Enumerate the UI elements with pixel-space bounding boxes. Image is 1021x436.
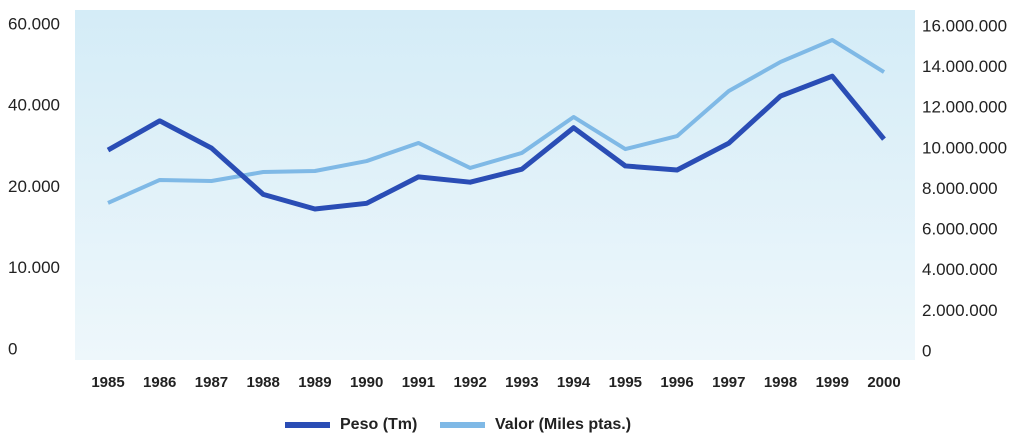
x-tick-label: 1985 [91, 374, 124, 391]
y2-tick-label: 4.000.000 [922, 260, 998, 279]
y-tick-label: 20.000 [8, 177, 60, 196]
x-tick-label: 1986 [143, 374, 176, 391]
x-tick-label: 1996 [660, 374, 693, 391]
series-line [107, 38, 886, 205]
x-tick-label: 1989 [298, 374, 331, 391]
x-tick-label: 1992 [453, 374, 486, 391]
y-tick-label: 60.000 [8, 14, 60, 33]
x-tick-label: 1999 [816, 374, 849, 391]
x-tick-label: 1995 [609, 374, 642, 391]
x-tick-label: 1993 [505, 374, 538, 391]
x-tick-label: 1990 [350, 374, 383, 391]
y2-tick-label: 14.000.000 [922, 57, 1007, 76]
y2-tick-label: 0 [922, 341, 931, 360]
y2-tick-label: 6.000.000 [922, 220, 998, 239]
y2-tick-label: 12.000.000 [922, 98, 1007, 117]
y-tick-label: 0 [8, 339, 17, 358]
x-tick-label: 1988 [247, 374, 280, 391]
plot-background [75, 10, 915, 360]
x-tick-label: 1991 [402, 374, 435, 391]
x-tick-label: 2000 [867, 374, 900, 391]
x-tick-label: 1998 [764, 374, 797, 391]
y-tick-label: 10.000 [8, 258, 60, 277]
y2-tick-label: 2.000.000 [922, 301, 998, 320]
y-tick-label: 40.000 [8, 96, 60, 115]
legend-label: Peso (Tm) [340, 416, 417, 433]
y2-tick-label: 10.000.000 [922, 138, 1007, 157]
y2-tick-label: 16.000.000 [922, 16, 1007, 35]
y2-tick-label: 8.000.000 [922, 179, 998, 198]
x-tick-label: 1987 [195, 374, 228, 391]
x-tick-label: 1997 [712, 374, 745, 391]
legend-label: Valor (Miles ptas.) [495, 416, 631, 433]
x-tick-label: 1994 [557, 374, 591, 391]
series-line [106, 73, 886, 212]
